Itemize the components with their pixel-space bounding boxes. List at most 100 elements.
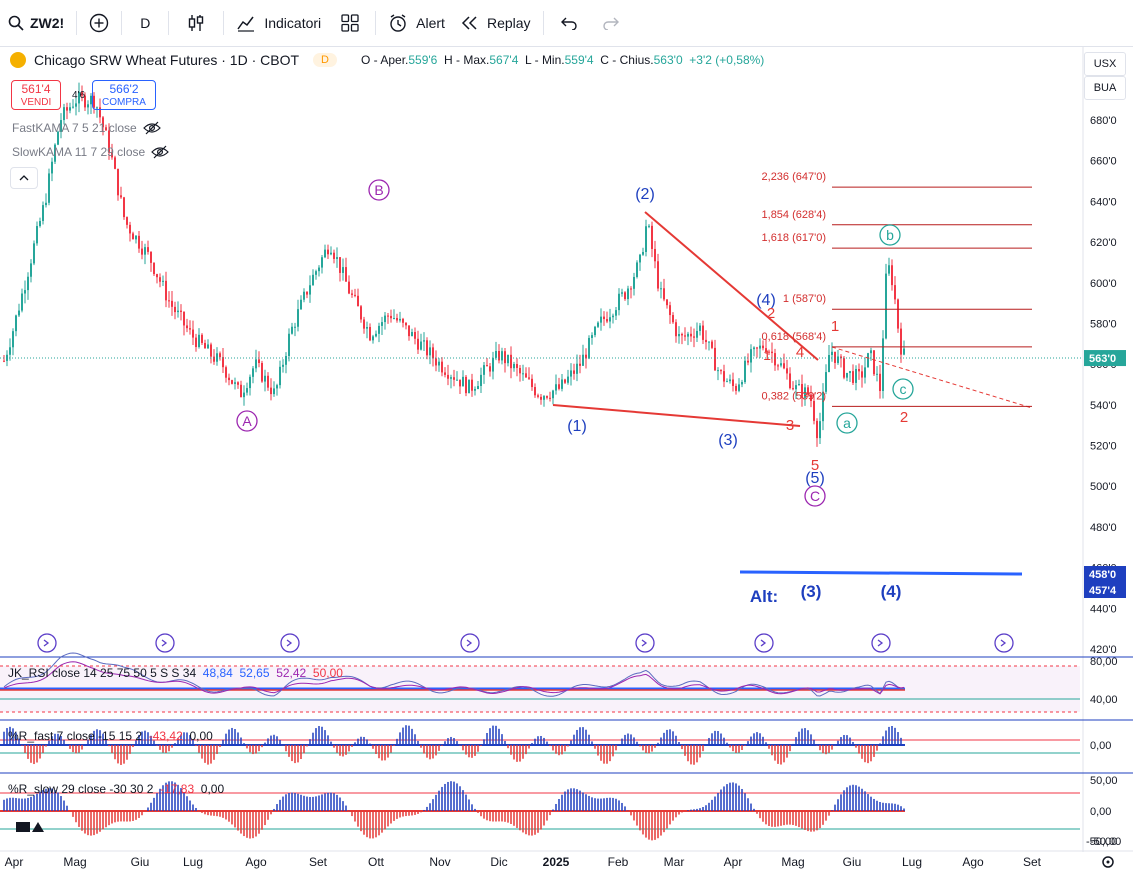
- wave-label-teal-circle: [836, 412, 858, 434]
- r-slow-label: %R_slow 29 close -30 30 2: [8, 782, 154, 796]
- eye-hidden-icon[interactable]: [151, 145, 170, 159]
- candle-body: [639, 254, 641, 263]
- candle-body: [108, 130, 110, 153]
- line-price-tag: [1084, 566, 1126, 582]
- candle-body: [825, 372, 827, 392]
- alert-label: Alert: [416, 15, 445, 31]
- candle-body: [717, 370, 719, 372]
- candle-body: [456, 379, 458, 381]
- candle-body: [534, 387, 536, 396]
- wave-label-red: 4: [796, 344, 804, 361]
- buy-button[interactable]: 566'2 COMPRA: [92, 80, 156, 110]
- candle-body: [225, 367, 227, 378]
- replay-button[interactable]: Replay: [453, 7, 539, 39]
- undo-button[interactable]: [548, 7, 590, 39]
- alt-label: (3): [801, 582, 822, 601]
- wave-label-teal-circle: [892, 378, 914, 400]
- price-tick-label: 520'0: [1090, 441, 1117, 453]
- sell-button[interactable]: 561'4 VENDI: [11, 80, 61, 110]
- r-fast-legend[interactable]: %R_fast 7 close -15 15 2 -43,42 0,00: [8, 729, 213, 743]
- price-tick-label: 540'0: [1090, 400, 1117, 412]
- candle-body: [396, 318, 398, 321]
- candle-body: [480, 374, 482, 386]
- candle-body: [273, 388, 275, 395]
- wave-label-purple-circle: [368, 179, 390, 201]
- chart-type-button[interactable]: [173, 7, 219, 39]
- candle-body: [510, 354, 512, 369]
- candle-body: [441, 361, 443, 373]
- candle-body: [45, 202, 47, 206]
- candle-body: [651, 225, 653, 249]
- wave-label-blue: (1): [567, 418, 587, 435]
- r-slow-legend[interactable]: %R_slow 29 close -30 30 2 -17,83 0,00: [8, 782, 224, 796]
- collapse-legend-button[interactable]: [10, 167, 38, 189]
- candle-body: [390, 315, 392, 319]
- low-label: L - Min.: [525, 53, 565, 67]
- redo-button[interactable]: [590, 7, 632, 39]
- candle-body: [642, 252, 644, 255]
- candle-body: [240, 384, 242, 398]
- candle-body: [210, 344, 212, 357]
- candle-body: [228, 377, 230, 381]
- top-toolbar: ZW2! D Indicatori Alert Replay: [0, 0, 1133, 47]
- candle-body: [426, 340, 428, 356]
- legend-title[interactable]: Chicago SRW Wheat Futures · 1D · CBOT: [34, 52, 300, 68]
- candle-body: [564, 379, 566, 383]
- symbol-search-button[interactable]: ZW2!: [0, 7, 72, 39]
- event-marker-arrow: [466, 639, 473, 647]
- candle-body: [420, 341, 422, 350]
- candle-body: [402, 318, 404, 323]
- candle-body: [741, 382, 743, 385]
- ohlc-values: O - Aper.559'6 H - Max.567'4 L - Min.559…: [361, 53, 764, 67]
- candle-body: [18, 310, 20, 316]
- candle-body: [684, 335, 686, 337]
- rsi-legend[interactable]: JK_RSI close 14 25 75 50 5 S S 34 48,84 …: [8, 666, 343, 680]
- candle-body: [762, 345, 764, 349]
- candle-body: [12, 331, 14, 348]
- fast-kama-legend[interactable]: FastKAMA 7 5 21 close: [12, 121, 161, 135]
- slow-kama-legend[interactable]: SlowKAMA 11 7 29 close: [12, 145, 170, 159]
- buy-price: 566'2: [109, 82, 139, 96]
- candle-body: [411, 332, 413, 337]
- candle-body: [846, 372, 848, 378]
- indicators-button[interactable]: Indicatori: [228, 7, 329, 39]
- delay-badge[interactable]: D: [313, 53, 337, 67]
- candle-body: [609, 317, 611, 322]
- candle-body: [189, 328, 191, 330]
- tradingview-logo-icon: [32, 822, 44, 832]
- candle-body: [597, 322, 599, 327]
- candle-body: [246, 388, 248, 393]
- compare-button[interactable]: [81, 7, 117, 39]
- candle-body: [897, 299, 899, 329]
- candle-body: [816, 420, 818, 439]
- candle-body: [687, 333, 689, 337]
- rsi-tick-label: 80,00: [1090, 656, 1118, 668]
- candle-body: [66, 107, 68, 111]
- candle-body: [303, 291, 305, 300]
- candle-body: [852, 371, 854, 383]
- layouts-button[interactable]: [329, 7, 371, 39]
- candle-body: [219, 353, 221, 358]
- r-fast-value-1: -43,42: [148, 729, 183, 743]
- rsi-line: [3, 652, 905, 697]
- candle-body: [828, 355, 830, 373]
- candle-body: [660, 288, 662, 290]
- candle-body: [408, 325, 410, 337]
- candle-body: [459, 379, 461, 387]
- eye-hidden-icon[interactable]: [142, 121, 161, 135]
- alert-button[interactable]: Alert: [380, 7, 453, 39]
- interval-button[interactable]: D: [126, 7, 164, 39]
- candle-body: [261, 362, 263, 382]
- candle-body: [771, 351, 773, 354]
- redo-icon: [602, 17, 619, 30]
- currency-button[interactable]: USX: [1084, 52, 1126, 76]
- alt-label: Alt:: [750, 587, 778, 606]
- candle-body: [279, 366, 281, 386]
- candle-body: [612, 315, 614, 318]
- unit-button[interactable]: BUA: [1084, 76, 1126, 100]
- candle-body: [525, 373, 527, 378]
- candle-body: [39, 220, 41, 227]
- sell-price: 561'4: [21, 82, 51, 96]
- candle-body: [267, 375, 269, 388]
